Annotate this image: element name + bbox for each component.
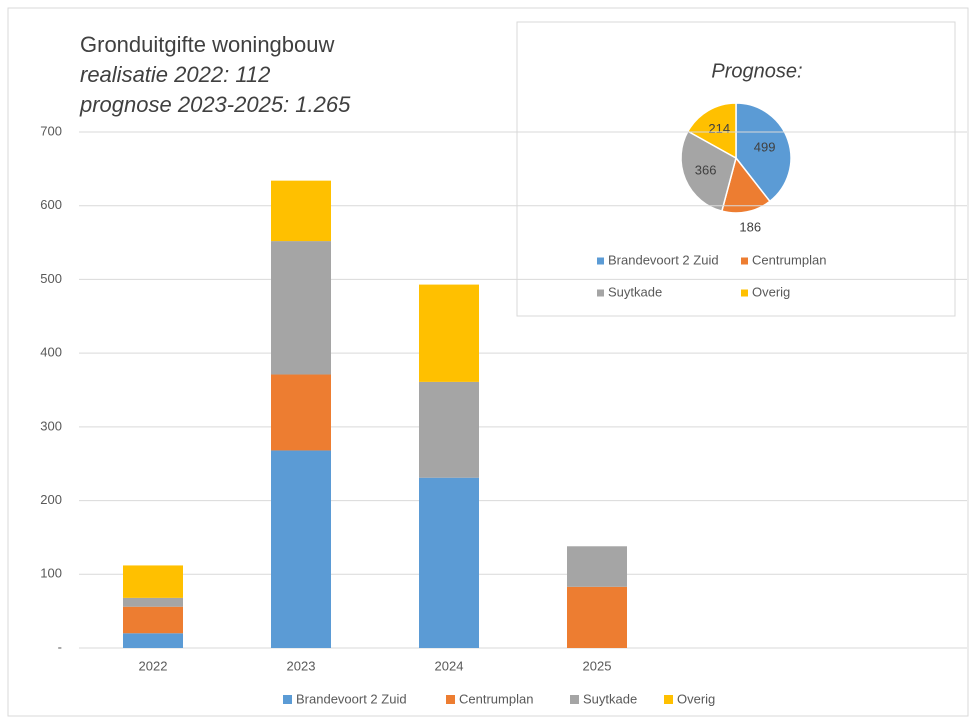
x-tick-label: 2022	[139, 658, 168, 673]
legend-swatch	[664, 695, 673, 704]
bar-segment	[419, 284, 479, 382]
legend-swatch	[597, 289, 604, 297]
y-tick-label: 700	[40, 123, 62, 138]
legend-swatch	[597, 257, 604, 265]
legend-label: Suytkade	[608, 284, 662, 299]
legend-swatch	[741, 257, 748, 265]
bar-segment	[123, 606, 183, 634]
legend-label: Brandevoort 2 Zuid	[296, 691, 407, 706]
legend-swatch	[741, 289, 748, 297]
pie: 499 186 366 214 Brandevoort 2 Zuid Centrumpla…	[597, 102, 826, 299]
chart-title: Gronduitgifte woningbouw	[80, 32, 334, 57]
y-tick-label: 400	[40, 345, 62, 360]
y-tick-label: 300	[40, 418, 62, 433]
data-label: 366	[695, 162, 717, 177]
pie-slice	[720, 156, 771, 214]
legend-swatch	[446, 695, 455, 704]
bar-segment	[419, 477, 479, 648]
y-tick-label: 200	[40, 492, 62, 507]
pie-slice	[680, 130, 737, 213]
y-tick-label: 500	[40, 271, 62, 286]
data-label: 214	[708, 121, 730, 136]
bar-segment	[271, 374, 331, 451]
legend-label: Brandevoort 2 Zuid	[608, 252, 719, 267]
bar-segment	[123, 565, 183, 598]
pie-slice	[686, 102, 737, 160]
legend-label: Suytkade	[583, 691, 637, 706]
chart-subtitle: realisatie 2022: 112	[80, 62, 270, 87]
legend-label: Overig	[752, 284, 790, 299]
bar-segment	[567, 586, 627, 648]
pie-slice	[735, 102, 792, 203]
legend-label: Overig	[677, 691, 715, 706]
bar-segment	[271, 450, 331, 648]
bar-segment	[271, 241, 331, 375]
legend-label: Centrumplan	[752, 252, 826, 267]
data-label: 499	[754, 140, 776, 155]
legend-label: Centrumplan	[459, 691, 533, 706]
bar-segment	[271, 180, 331, 242]
bar-segment	[123, 633, 183, 648]
pie-title: Prognose:	[711, 60, 802, 82]
x-tick-label: 2025	[583, 658, 612, 673]
bar-segment	[567, 546, 627, 587]
x-tick-label: 2024	[435, 658, 464, 673]
legend-swatch	[283, 695, 292, 704]
y-tick-label: 600	[40, 197, 62, 212]
x-tick-label: 2023	[287, 658, 316, 673]
bar-segment	[419, 381, 479, 478]
chart-subtitle: prognose 2023-2025: 1.265	[79, 92, 351, 117]
y-tick-label: 100	[40, 566, 62, 581]
data-label: 186	[739, 219, 761, 234]
y-tick-label: -	[58, 639, 62, 654]
legend-swatch	[570, 695, 579, 704]
bar-segment	[123, 597, 183, 607]
